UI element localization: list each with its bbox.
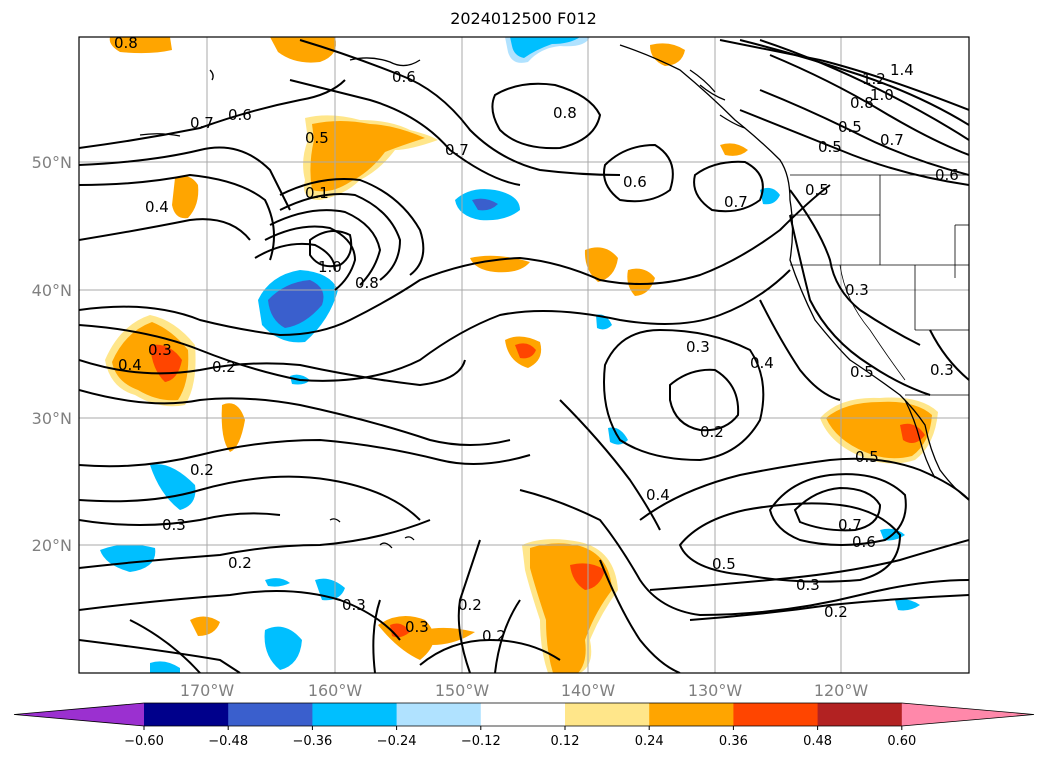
contour-label: 0.4 (118, 356, 142, 374)
contour-label: 0.3 (162, 516, 186, 534)
map-title: 2024012500 F012 (450, 9, 597, 28)
colorbar-tick-label: −0.24 (377, 734, 417, 749)
contour-label: 0.4 (646, 486, 670, 504)
contour-label: 1.4 (890, 61, 914, 79)
colorbar-tick-label: −0.48 (208, 734, 248, 749)
contour-label: 0.2 (190, 461, 214, 479)
colorbar-tick-label: 0.60 (887, 734, 916, 749)
contour-label: 0.2 (482, 627, 506, 645)
colorbar: −0.60 −0.48 −0.36 −0.24 −0.12 0.12 0.24 0.36 0.4… (13, 702, 1035, 749)
contour-label: 0.3 (342, 596, 366, 614)
contour-label: 0.4 (145, 198, 169, 216)
contour-label: 0.3 (796, 576, 820, 594)
contour-label: 0.7 (880, 131, 904, 149)
colorbar-tick-label: −0.36 (292, 734, 332, 749)
lat-label: 50°N (32, 153, 72, 172)
contour-label: 0.5 (818, 138, 842, 156)
contour-label: 0.6 (623, 173, 647, 191)
colorbar-tick-label: −0.60 (124, 734, 164, 749)
contour-label: 0.5 (850, 363, 874, 381)
contour-label: 1.2 (862, 70, 886, 88)
contour-label: 0.6 (852, 533, 876, 551)
lon-label: 130°W (688, 681, 743, 700)
contour-label: 0.8 (850, 94, 874, 112)
contour-label: 0.6 (392, 68, 416, 86)
contour-label: 0.7 (724, 193, 748, 211)
lon-label: 150°W (435, 681, 490, 700)
contour-label: 0.8 (553, 104, 577, 122)
political-borders (790, 174, 969, 396)
colorbar-tick-label: 0.24 (635, 734, 664, 749)
contour-label: 0.4 (750, 354, 774, 372)
contour-label: 1.0 (870, 86, 894, 104)
longitude-labels: 170°W 160°W 150°W 140°W 130°W 120°W (180, 681, 869, 700)
contour-label: 0.3 (686, 338, 710, 356)
latitude-labels: 50°N 40°N 30°N 20°N (32, 153, 72, 555)
contour-label: 0.7 (190, 114, 214, 132)
lat-label: 30°N (32, 409, 72, 428)
contour-lines (79, 39, 969, 673)
contour-label: 0.2 (458, 596, 482, 614)
lon-label: 140°W (561, 681, 616, 700)
lon-label: 170°W (180, 681, 235, 700)
colorbar-tick-label: 0.12 (551, 734, 580, 749)
map-border (78, 36, 970, 674)
contour-label: 0.3 (845, 281, 869, 299)
colorbar-segment (733, 703, 819, 726)
contour-label: 0.6 (228, 106, 252, 124)
contour-label: 0.2 (212, 358, 236, 376)
contour-label: 0.5 (305, 129, 329, 147)
contour-label: 0.8 (114, 34, 138, 52)
contour-label: 0.3 (148, 341, 172, 359)
colorbar-segment (649, 703, 734, 726)
contour-label: 0.7 (838, 516, 862, 534)
lon-label: 160°W (308, 681, 363, 700)
contour-label: 1.0 (318, 258, 342, 276)
colorbar-extension-low (14, 703, 144, 726)
lat-label: 40°N (32, 281, 72, 300)
contour-label: 0.8 (355, 274, 379, 292)
colorbar-segment (817, 703, 903, 726)
shaded-field (100, 37, 938, 673)
contour-label: 0.5 (855, 448, 879, 466)
colorbar-tick-label: −0.12 (461, 734, 501, 749)
colorbar-tick-label: 0.48 (803, 734, 832, 749)
colorbar-segment (565, 703, 650, 726)
contour-label: 0.2 (824, 603, 848, 621)
contour-label: 0.6 (935, 166, 959, 184)
lon-label: 120°W (814, 681, 869, 700)
colorbar-segment (228, 703, 313, 726)
contour-label: 0.3 (930, 361, 954, 379)
contour-label: 0.5 (838, 118, 862, 136)
colorbar-segment (480, 703, 566, 726)
colorbar-extension-high (901, 703, 1034, 726)
colorbar-segment (312, 703, 398, 726)
contour-label: 0.2 (228, 554, 252, 572)
lat-label: 20°N (32, 536, 72, 555)
contour-label: 0.3 (405, 618, 429, 636)
contour-label: 0.5 (712, 555, 736, 573)
contour-label: 0.7 (445, 141, 469, 159)
contour-label: 0.5 (805, 181, 829, 199)
coastline (139, 44, 969, 549)
colorbar-segment (144, 703, 229, 726)
contour-label-group: 0.8 0.7 0.6 0.5 0.1 0.4 1.0 0.8 0.7 0.6 … (114, 34, 959, 645)
colorbar-tick-label: 0.36 (719, 734, 748, 749)
contour-label: 0.1 (305, 184, 329, 202)
graticule (79, 37, 969, 673)
colorbar-segment (396, 703, 482, 726)
contour-label: 0.2 (700, 423, 724, 441)
